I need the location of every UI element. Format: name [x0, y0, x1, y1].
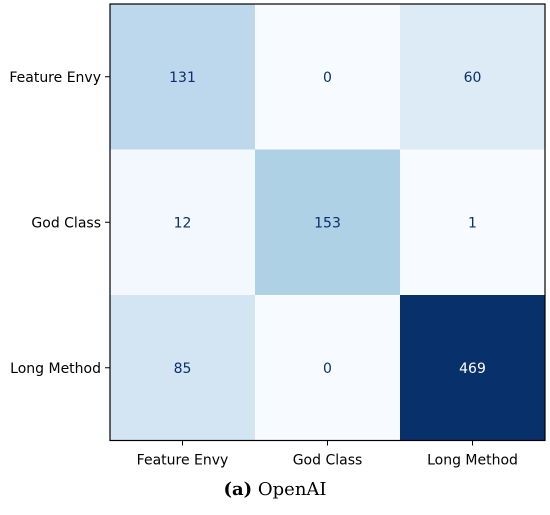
cell-value-god-class-long-method: 1 [468, 215, 477, 231]
cell-value-god-class-feature-envy: 12 [174, 215, 192, 231]
cell-value-god-class-god-class: 153 [314, 215, 341, 231]
plot-frame [109, 3, 546, 442]
cell-value-labels: 131 0 60 12 153 1 85 0 469 [169, 70, 486, 377]
y-tick-label-long-method: Long Method [10, 361, 101, 377]
matrix-cell-feature-envy-god-class [255, 4, 401, 150]
x-tick-label-feature-envy: Feature Envy [137, 453, 229, 469]
cell-value-long-method-god-class: 0 [323, 361, 332, 377]
figure-caption: (a) OpenAI [0, 479, 550, 500]
x-tick-label-long-method: Long Method [427, 453, 518, 469]
matrix-cell-god-class-god-class [255, 149, 401, 296]
cell-value-feature-envy-god-class: 0 [323, 70, 332, 86]
x-axis-ticks: Feature Envy God Class Long Method [137, 440, 518, 469]
matrix-cell-long-method-god-class [255, 295, 401, 441]
caption-label: (a) [223, 479, 253, 500]
caption-text: OpenAI [257, 479, 327, 500]
matrix-cell-long-method-feature-envy [110, 295, 256, 441]
matrix-cell-god-class-feature-envy [110, 149, 256, 296]
matrix-cell-god-class-long-method [400, 149, 546, 296]
cell-value-long-method-feature-envy: 85 [174, 361, 192, 377]
y-tick-label-god-class: God Class [31, 215, 101, 231]
matrix-cell-feature-envy-long-method [400, 4, 546, 150]
cell-value-feature-envy-long-method: 60 [464, 70, 482, 86]
confusion-matrix-chart: 131 0 60 12 153 1 85 0 469 Feature Envy God Class… [9, 3, 546, 469]
cell-value-long-method-long-method: 469 [459, 361, 486, 377]
matrix-cell-long-method-long-method [400, 295, 546, 441]
cell-value-feature-envy-feature-envy: 131 [169, 70, 196, 86]
y-tick-label-feature-envy: Feature Envy [9, 70, 101, 86]
matrix-cell-feature-envy-feature-envy [110, 4, 256, 150]
y-axis-ticks: Feature Envy God Class Long Method [9, 70, 110, 377]
x-tick-label-god-class: God Class [293, 453, 363, 469]
matrix-cells [110, 4, 546, 441]
